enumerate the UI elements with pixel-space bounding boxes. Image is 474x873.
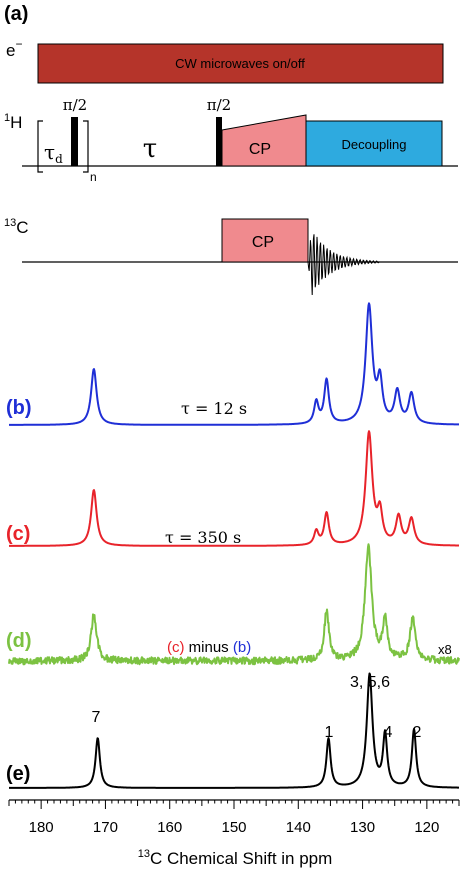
cp-label-1h: CP [249, 141, 271, 158]
electron-channel-label: e− [6, 37, 22, 60]
spectrum-c-note: τ = 350 s [165, 528, 241, 547]
x-tick-label: 150 [221, 819, 246, 836]
loop-bracket-left [37, 120, 43, 173]
x-tick-label: 160 [157, 819, 182, 836]
tau-d-label: τd [44, 140, 63, 166]
spectrum-d-trace [8, 543, 460, 666]
x-axis-ticks: 180 170 160 150 140 130 120 [8, 800, 460, 836]
loop-bracket-right [83, 120, 89, 173]
spectrum-e-trace [8, 672, 460, 789]
x-tick-label: 140 [286, 819, 311, 836]
decoupling-block [305, 120, 443, 167]
decoupling-label: Decoupling [341, 137, 406, 152]
spectrum-b-note: τ = 12 s [181, 399, 247, 418]
pulse-1-label: π/2 [63, 96, 87, 114]
proton-channel-label: 1H [4, 112, 22, 132]
loop-index: n [90, 170, 97, 184]
microwave-block-label: CW microwaves on/off [175, 56, 305, 71]
x-axis-title: 13C Chemical Shift in ppm [138, 848, 333, 868]
peak-label-4: 4 [384, 724, 393, 741]
tau-label: τ [143, 134, 157, 164]
pulse-2-label: π/2 [207, 96, 231, 114]
pulse-1 [71, 117, 78, 166]
x-tick-label: 130 [350, 819, 375, 836]
panel-a-label: (a) [4, 3, 28, 25]
spectrum-c-label: (c) [6, 523, 30, 545]
peak-label-7: 7 [92, 709, 101, 726]
peak-label-1: 1 [325, 724, 334, 741]
x-tick-label: 120 [414, 819, 439, 836]
x-tick-label: 180 [29, 819, 54, 836]
spectrum-e-label: (e) [6, 763, 30, 785]
spectrum-d-note: (c) minus (b) [167, 639, 251, 656]
cp-block-13c [221, 218, 309, 263]
microwave-block [37, 43, 444, 84]
spectrum-d-scale: x8 [438, 642, 452, 657]
spectrum-d-label: (d) [6, 630, 32, 652]
spectrum-c-trace [8, 430, 460, 547]
spectrum-b-trace [8, 302, 460, 426]
carbon-channel-label: 13C [4, 217, 29, 237]
pulse-2 [216, 117, 222, 166]
peak-label-2: 2 [413, 724, 422, 741]
spectrum-b-label: (b) [6, 397, 32, 419]
fid-signal [307, 234, 380, 296]
spectra-group [8, 302, 460, 789]
cp-label-13c: CP [252, 234, 274, 251]
x-tick-label: 170 [93, 819, 118, 836]
peak-label-3-5-6: 3, 5,6 [350, 674, 390, 691]
